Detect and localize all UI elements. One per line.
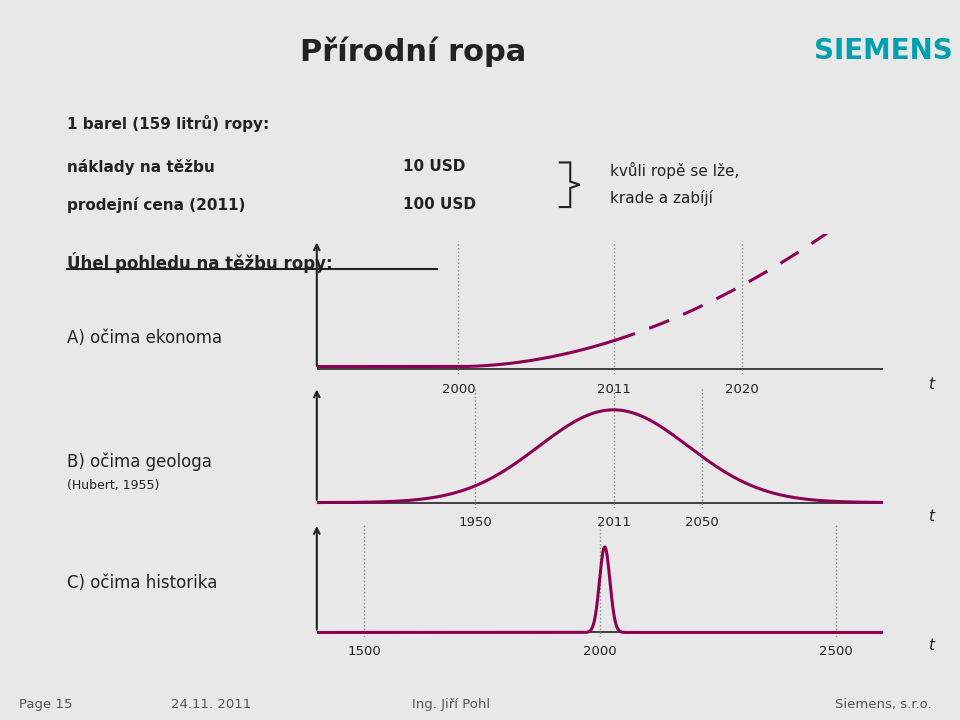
Text: 10 USD: 10 USD [403, 159, 466, 174]
Text: Ing. Jiří Pohl: Ing. Jiří Pohl [412, 698, 491, 711]
Text: 1 barel (159 litrů) ropy:: 1 barel (159 litrů) ropy: [67, 114, 270, 132]
Text: t: t [928, 377, 934, 392]
Text: Přírodní ropa: Přírodní ropa [300, 36, 526, 66]
Text: náklady na těžbu: náklady na těžbu [67, 159, 215, 175]
Text: Page 15: Page 15 [19, 698, 73, 711]
Text: 100 USD: 100 USD [403, 197, 476, 212]
Text: 2000: 2000 [583, 645, 617, 658]
Text: Úhel pohledu na těžbu ropy:: Úhel pohledu na těžbu ropy: [67, 252, 333, 273]
Text: krade a zabíjí: krade a zabíjí [610, 190, 712, 206]
Text: (Hubert, 1955): (Hubert, 1955) [67, 479, 159, 492]
Text: A) očima ekonoma: A) očima ekonoma [67, 328, 223, 347]
Text: t: t [928, 638, 934, 653]
Text: 2050: 2050 [685, 516, 719, 528]
Text: C) očima historika: C) očima historika [67, 574, 218, 592]
Text: 2020: 2020 [725, 383, 758, 397]
Text: kvůli ropě se lže,: kvůli ropě se lže, [610, 163, 739, 179]
Text: B) očima geologa: B) očima geologa [67, 453, 212, 471]
Text: t: t [928, 509, 934, 524]
Text: 2011: 2011 [597, 383, 631, 397]
Text: 24.11. 2011: 24.11. 2011 [171, 698, 252, 711]
Text: 2000: 2000 [442, 383, 475, 397]
Text: 1500: 1500 [348, 645, 381, 658]
Text: 2500: 2500 [819, 645, 852, 658]
Text: prodejní cena (2011): prodejní cena (2011) [67, 197, 246, 214]
Text: 1950: 1950 [459, 516, 492, 528]
Text: SIEMENS: SIEMENS [814, 37, 952, 66]
Text: 2011: 2011 [597, 516, 631, 528]
Text: Siemens, s.r.o.: Siemens, s.r.o. [834, 698, 931, 711]
